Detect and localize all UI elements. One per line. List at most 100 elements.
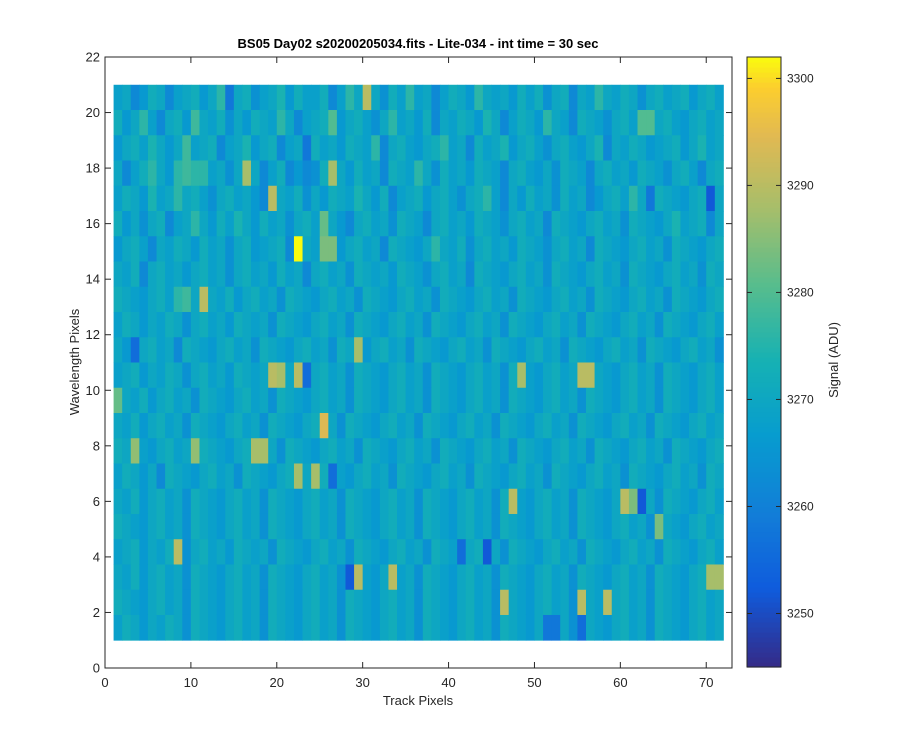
heatmap-cell xyxy=(671,539,681,565)
colorbar-segment xyxy=(747,152,781,158)
heatmap-cell xyxy=(199,387,209,414)
heatmap-cell xyxy=(482,286,492,313)
heatmap-cell xyxy=(139,286,149,313)
heatmap-cell xyxy=(414,614,424,641)
heatmap-cell xyxy=(611,135,621,161)
heatmap-cell xyxy=(491,413,501,439)
heatmap-cell xyxy=(448,160,458,187)
heatmap-cell xyxy=(130,236,140,262)
heatmap-cell xyxy=(671,463,681,490)
heatmap-cell xyxy=(293,84,303,111)
heatmap-cell xyxy=(474,135,484,161)
heatmap-cell xyxy=(500,84,510,111)
heatmap-cell xyxy=(603,463,613,490)
heatmap-cell xyxy=(491,312,501,338)
heatmap-cell xyxy=(646,614,656,641)
heatmap-cell xyxy=(457,539,467,565)
heatmap-cell xyxy=(354,362,364,389)
heatmap-cell xyxy=(242,110,252,136)
heatmap-cell xyxy=(474,438,484,464)
heatmap-cell xyxy=(637,513,647,540)
colorbar-segment xyxy=(747,557,781,563)
colorbar-segment xyxy=(747,187,781,193)
heatmap-cell xyxy=(534,135,544,161)
heatmap-cell xyxy=(113,135,123,161)
heatmap-cell xyxy=(646,589,656,616)
heatmap-cell xyxy=(336,564,346,591)
heatmap-cell xyxy=(620,463,630,490)
heatmap-cell xyxy=(225,614,235,641)
heatmap-cell xyxy=(431,438,441,464)
heatmap-cell xyxy=(362,261,372,288)
heatmap-cell xyxy=(388,488,398,515)
heatmap-cell xyxy=(474,463,484,490)
heatmap-cell xyxy=(568,236,578,262)
heatmap-cell xyxy=(439,110,449,136)
heatmap-cell xyxy=(113,110,123,136)
heatmap-cell xyxy=(208,438,218,464)
heatmap-cell xyxy=(165,236,175,262)
heatmap-cell xyxy=(233,463,243,490)
heatmap-cell xyxy=(345,84,355,111)
heatmap-cell xyxy=(182,185,192,212)
heatmap-cell xyxy=(345,337,355,363)
heatmap-cell xyxy=(319,564,329,591)
heatmap-cell xyxy=(182,110,192,136)
heatmap-cell xyxy=(276,337,286,363)
heatmap-cell xyxy=(190,337,200,363)
heatmap-cell xyxy=(611,236,621,262)
heatmap-cell xyxy=(190,539,200,565)
heatmap-cell xyxy=(397,211,407,237)
heatmap-cell xyxy=(654,387,664,414)
heatmap-cell xyxy=(285,463,295,490)
heatmap-cell xyxy=(165,564,175,591)
heatmap-cell xyxy=(534,261,544,288)
heatmap-cell xyxy=(242,135,252,161)
heatmap-cell xyxy=(508,312,518,338)
heatmap-cell xyxy=(628,488,638,515)
heatmap-cell xyxy=(543,362,553,389)
heatmap-cell xyxy=(345,488,355,515)
heatmap-cell xyxy=(388,110,398,136)
heatmap-cell xyxy=(439,438,449,464)
heatmap-cell xyxy=(448,589,458,616)
heatmap-cell xyxy=(362,84,372,111)
heatmap-cell xyxy=(448,463,458,490)
heatmap-cell xyxy=(431,539,441,565)
heatmap-cell xyxy=(414,185,424,212)
heatmap-cell xyxy=(130,614,140,641)
y-tick-label: 4 xyxy=(93,549,100,564)
heatmap-cell xyxy=(113,160,123,187)
heatmap-cell xyxy=(508,185,518,212)
heatmap-cell xyxy=(654,564,664,591)
heatmap-cell xyxy=(319,286,329,313)
heatmap-cell xyxy=(336,160,346,187)
heatmap-cell xyxy=(482,488,492,515)
heatmap-cell xyxy=(311,135,321,161)
heatmap-cell xyxy=(233,564,243,591)
heatmap-cell xyxy=(302,261,312,288)
heatmap-cell xyxy=(251,513,260,540)
heatmap-cell xyxy=(611,539,621,565)
heatmap-cell xyxy=(328,463,338,490)
heatmap-cell xyxy=(311,438,321,464)
heatmap-cell xyxy=(568,110,578,136)
heatmap-cell xyxy=(319,513,329,540)
heatmap-cell xyxy=(482,135,492,161)
colorbar-segment xyxy=(747,517,781,523)
heatmap-cell xyxy=(585,589,595,616)
heatmap-cell xyxy=(362,110,372,136)
heatmap-cell xyxy=(431,312,441,338)
heatmap-cell xyxy=(371,160,381,187)
colorbar-segment xyxy=(747,422,781,428)
heatmap-cell xyxy=(216,488,226,515)
heatmap-cell xyxy=(431,160,441,187)
heatmap-cell xyxy=(379,236,389,262)
colorbar-segment xyxy=(747,232,781,238)
heatmap-cell xyxy=(543,337,553,363)
heatmap-cell xyxy=(594,387,604,414)
heatmap-cell xyxy=(362,438,372,464)
heatmap-cell xyxy=(199,362,209,389)
heatmap-cell xyxy=(620,614,630,641)
heatmap-cell xyxy=(465,312,475,338)
